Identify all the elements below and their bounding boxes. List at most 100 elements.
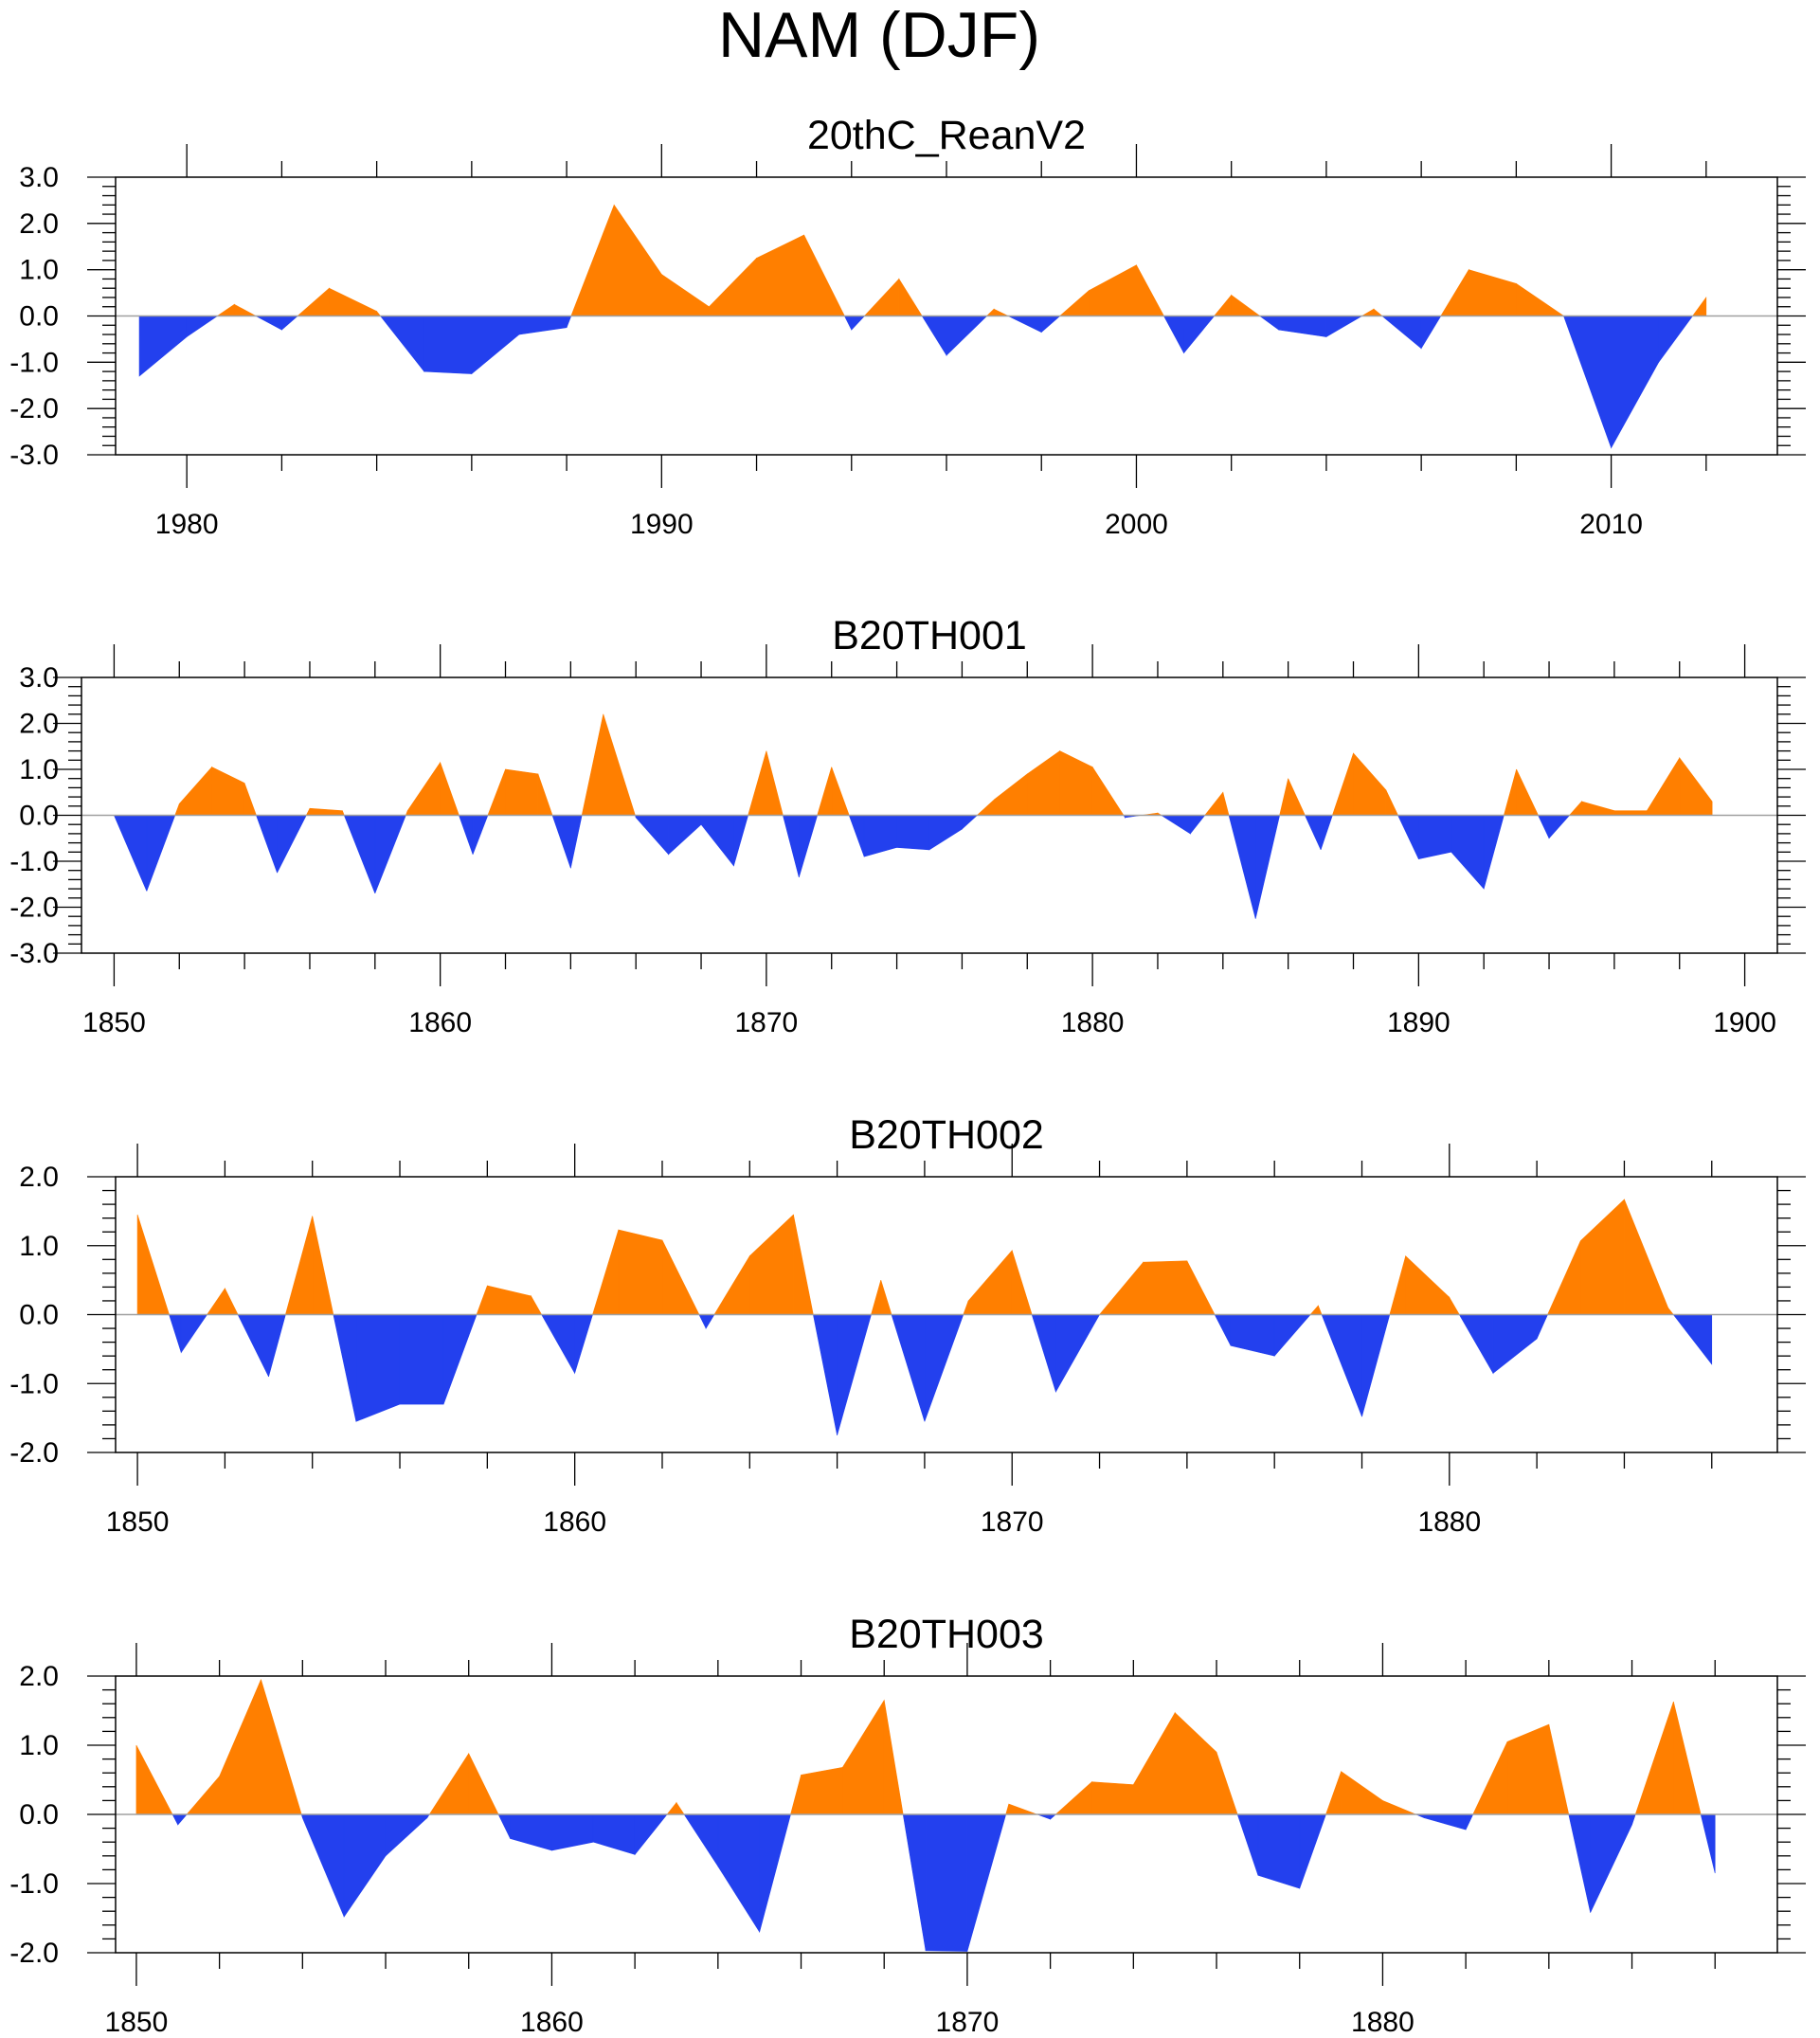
positive-anomaly-area [1624,1199,1668,1315]
positive-anomaly-area [186,1776,220,1815]
positive-anomaly-area [1385,789,1399,816]
negative-anomaly-area [1361,1314,1391,1417]
positive-anomaly-area [1143,1260,1188,1315]
positive-anomaly-area [985,308,995,316]
negative-anomaly-area [169,1314,182,1353]
positive-anomaly-area [1026,750,1060,816]
positive-anomaly-area [1472,1741,1508,1815]
positive-anomaly-area [1353,752,1387,816]
positive-anomaly-area [1547,1240,1581,1315]
positive-anomaly-area [1133,1711,1176,1815]
negative-anomaly-area [1050,1813,1057,1820]
negative-anomaly-area [1458,1314,1494,1375]
negative-anomaly-area [237,1314,269,1378]
positive-anomaly-area [863,278,900,316]
panel-title: B20TH003 [849,1612,1044,1657]
negative-anomaly-area [1321,1314,1362,1417]
negative-anomaly-area [783,815,800,878]
x-tick-label: 1870 [735,1007,799,1038]
negative-anomaly-area [946,316,988,356]
positive-anomaly-area [468,1753,499,1815]
x-tick-label: 2010 [1579,509,1643,540]
panel-title: 20thC_ReanV2 [807,113,1086,158]
x-tick-label: 1850 [106,1506,170,1538]
positive-anomaly-area [661,273,710,316]
positive-anomaly-area [967,1250,1013,1315]
negative-anomaly-area [1236,1813,1259,1876]
positive-anomaly-area [603,713,636,816]
y-tick-label: 2.0 [19,208,59,240]
positive-anomaly-area [219,1679,261,1815]
x-tick-label: 1880 [1351,2007,1415,2038]
y-tick-label: 0.0 [19,1300,59,1331]
y-tick-label: 2.0 [19,1661,59,1692]
negative-anomaly-area [592,1813,636,1855]
positive-anomaly-area [790,1775,802,1815]
negative-anomaly-area [1590,1813,1632,1913]
x-tick-label: 1990 [630,509,694,540]
positive-anomaly-area [1506,1723,1550,1815]
negative-anomaly-area [1190,815,1206,835]
negative-anomaly-area [698,1314,707,1329]
positive-anomaly-area [1186,1260,1216,1315]
negative-anomaly-area [1162,316,1184,353]
negative-anomaly-area [1230,1314,1275,1357]
negative-anomaly-area [1465,1813,1474,1831]
positive-anomaly-area [1341,1771,1383,1815]
positive-anomaly-area [898,278,923,316]
negative-anomaly-area [891,1314,926,1422]
y-tick-label: 2.0 [19,709,59,740]
positive-anomaly-area [1231,294,1261,316]
positive-anomaly-area [618,1229,663,1315]
positive-anomaly-area [592,1229,620,1315]
positive-anomaly-area [1516,768,1540,816]
negative-anomaly-area [921,316,947,357]
anomaly-fill-group [113,713,1713,919]
x-tick-label: 1860 [543,1506,606,1538]
negative-anomaly-area [355,1314,401,1422]
negative-anomaly-area [1183,316,1216,354]
negative-anomaly-area [277,815,307,874]
positive-anomaly-area [1440,268,1469,316]
panel-stack: 20thC_ReanV2 -3.0 -2.0 -1.0 0.0 1.0 2.0 3.0 1980… [9,113,1806,2038]
negative-anomaly-area [837,1314,872,1435]
positive-anomaly-area [309,807,343,816]
positive-anomaly-area [1405,1254,1451,1315]
negative-anomaly-area [551,1813,594,1851]
y-tick-label: -2.0 [9,893,59,924]
positive-anomaly-area [1279,778,1288,816]
negative-anomaly-area [1304,815,1322,850]
positive-anomaly-area [1673,1701,1702,1815]
positive-anomaly-area [284,1216,314,1315]
negative-anomaly-area [1320,815,1333,850]
positive-anomaly-area [1098,1261,1144,1315]
negative-anomaly-area [717,1813,760,1934]
negative-anomaly-area [186,316,219,338]
y-tick-label: 2.0 [19,1162,59,1193]
y-tick-label: 0.0 [19,1799,59,1831]
negative-anomaly-area [1036,1813,1051,1820]
negative-anomaly-area [177,1813,188,1826]
negative-anomaly-area [442,1314,478,1405]
positive-anomaly-area [1089,264,1137,316]
y-tick-label: -2.0 [9,393,59,424]
negative-anomaly-area [843,316,853,331]
negative-anomaly-area [1420,316,1442,350]
negative-anomaly-area [1536,1314,1548,1340]
positive-anomaly-area [1309,1305,1319,1315]
negative-anomaly-area [570,815,583,869]
negative-anomaly-area [343,815,376,894]
negative-anomaly-area [497,1813,511,1839]
y-tick-label: 1.0 [19,255,59,286]
negative-anomaly-area [510,1813,552,1851]
negative-anomaly-area [541,1314,575,1375]
positive-anomaly-area [793,1214,814,1315]
positive-anomaly-area [801,1767,843,1815]
negative-anomaly-area [471,316,520,375]
positive-anomaly-area [329,287,377,316]
negative-anomaly-area [385,1813,428,1857]
x-tick-label: 2000 [1105,509,1168,540]
negative-anomaly-area [1299,1813,1326,1889]
negative-anomaly-area [1325,316,1363,337]
